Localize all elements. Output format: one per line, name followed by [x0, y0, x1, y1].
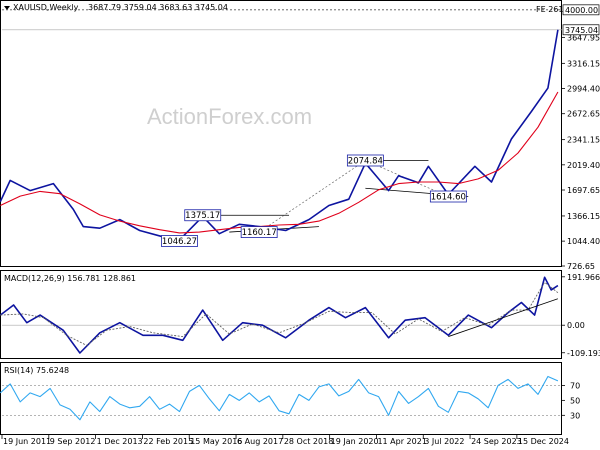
x-tick-label: 22 Feb 2015 — [143, 437, 193, 446]
price-tick-label: 2994.40 — [567, 85, 600, 94]
annotation-box — [429, 190, 467, 203]
x-tick-label: 15 Dec 2024 — [518, 437, 569, 446]
x-tick-label: 3 Jul 2022 — [424, 437, 464, 446]
fe-level-label: FE 261.8 — [536, 5, 571, 14]
x-tick-label: 9 Sep 2012 — [50, 437, 96, 446]
macd-signal-line — [0, 281, 559, 346]
price-series — [0, 29, 559, 241]
price-ohlc: 3687.79 3759.04 3683.63 3745.04 — [88, 3, 228, 12]
annotation-label: 1375.17 — [185, 211, 220, 221]
price-tick-label: 1366.15 — [567, 212, 600, 221]
macd-trendline — [448, 298, 559, 337]
x-tick-label: 15 May 2016 — [190, 437, 242, 446]
macd-tick-label: 191.966 — [567, 273, 600, 282]
annotation-1: 1046.27 — [161, 235, 198, 247]
headers: XAUUSD,Weekly 3687.79 3759.04 3683.63 37… — [4, 3, 228, 375]
annotation-label: 1046.27 — [162, 237, 197, 247]
annotation-3: 2074.84 — [346, 154, 384, 167]
price-tick-label: 726.65 — [567, 262, 595, 271]
rsi-tick-label: 30 — [570, 411, 580, 420]
annotation-0: 1375.17 — [184, 209, 222, 222]
annotation-2: 1160.17 — [240, 226, 278, 238]
ma-line — [0, 91, 559, 234]
price-tick-label: 2019.40 — [567, 161, 600, 170]
rsi-y-axis: 70 50 30 — [561, 381, 580, 420]
fe-level-box — [562, 4, 600, 16]
annotation-label: 2074.84 — [348, 156, 383, 166]
fe-level-tag: 4000.00 — [562, 4, 600, 16]
macd-tick-label: 0.00 — [567, 321, 585, 330]
x-tick-label: 1 Dec 2013 — [97, 437, 143, 446]
price-tick-label: 2672.65 — [567, 110, 600, 119]
macd-tick-label: -109.193 — [567, 349, 600, 358]
price-annotations: 1375.17 1046.27 1160.17 2074.84 1614.60 — [161, 154, 467, 247]
annotation-box — [184, 209, 222, 222]
price-y-axis: 3647.95 3316.15 2994.40 2672.65 2341.15 2019.… — [561, 4, 600, 271]
rsi-tick-label: 50 — [570, 396, 580, 405]
rsi-tick-label: 70 — [570, 381, 580, 390]
rsi-line — [0, 375, 559, 421]
price-tick-label: 2341.15 — [567, 136, 600, 145]
rsi-panel-frame — [0, 362, 562, 435]
price-tick-label: 3316.15 — [567, 59, 600, 68]
price-tick-label: 1697.65 — [567, 186, 600, 195]
last-price-box — [562, 24, 600, 36]
price-tick-label: 1044.40 — [567, 237, 600, 246]
price-tick-label: 3647.95 — [567, 33, 600, 42]
dropdown-triangle-icon — [4, 6, 10, 10]
macd-title: MACD(12,26,9) 156.781 128.861 — [4, 274, 136, 283]
x-tick-label: 19 Jun 2011 — [3, 437, 51, 446]
annotation-box — [240, 226, 278, 238]
macd-y-axis: 191.966 0.00 -109.193 — [561, 273, 600, 358]
panel-frames — [0, 0, 562, 435]
watermark: ActionForex.com — [147, 104, 312, 129]
annotation-4: 1614.60 — [429, 190, 467, 203]
x-tick-label: 28 Oct 2018 — [284, 437, 333, 446]
price-line — [0, 29, 559, 241]
macd-macd-line — [0, 276, 559, 354]
annotation-label: 1614.60 — [431, 193, 466, 203]
x-tick-label: 19 Jan 2020 — [331, 437, 379, 446]
annotation-box — [346, 154, 384, 167]
rsi-series — [0, 375, 561, 421]
annotation-label: 1160.17 — [242, 228, 277, 238]
last-price-label: 3745.04 — [565, 26, 598, 35]
annotation-box — [161, 235, 198, 247]
last-price-tag: 3745.04 — [562, 24, 600, 36]
price-title: XAUUSD,Weekly — [13, 3, 79, 12]
rsi-title: RSI(14) 75.6248 — [4, 366, 69, 375]
x-tick-label: 24 Sep 2023 — [471, 437, 522, 446]
macd-series — [0, 276, 561, 354]
price-panel-frame — [0, 0, 562, 267]
fe-level-value: 4000.00 — [565, 6, 598, 15]
x-tick-label: 6 Aug 2017 — [237, 437, 283, 446]
x-tick-label: 11 Apr 2021 — [377, 437, 426, 446]
